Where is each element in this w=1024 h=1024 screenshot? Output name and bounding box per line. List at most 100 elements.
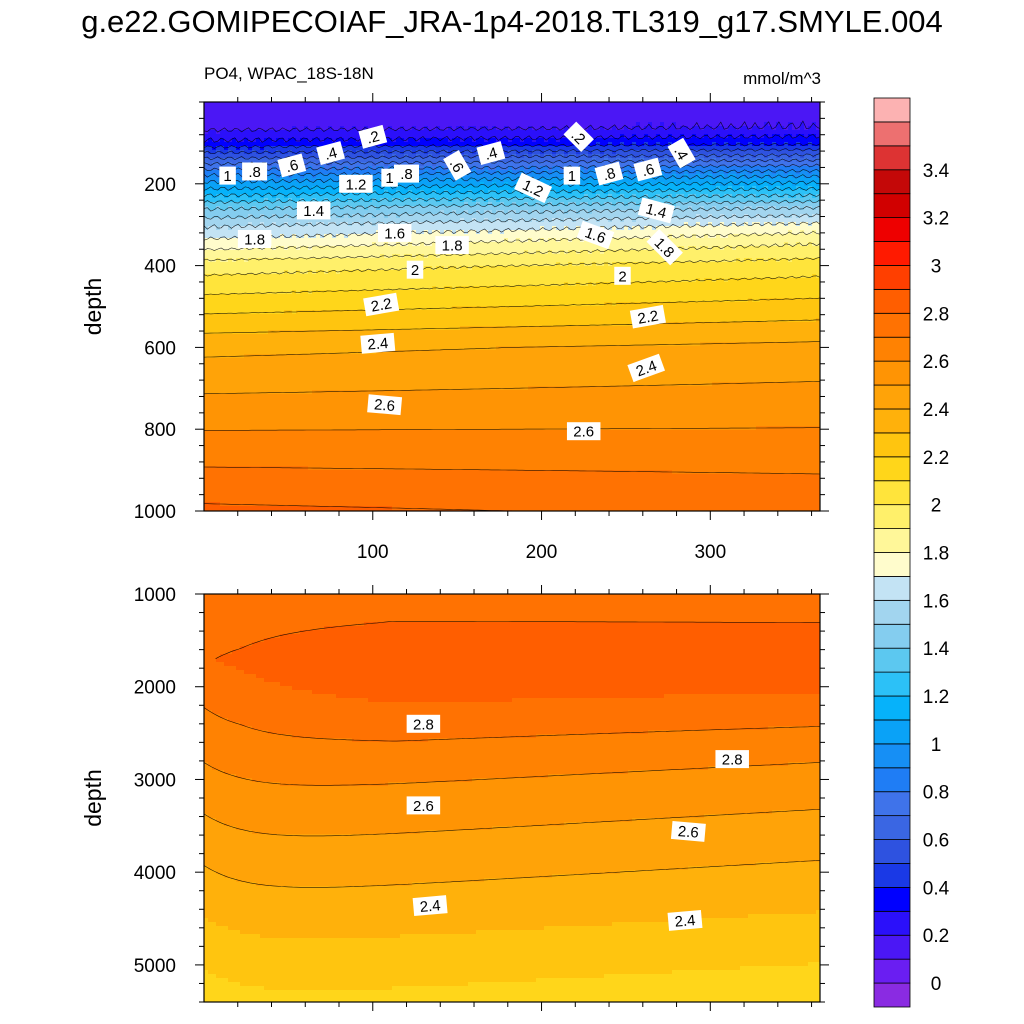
lower-contour-label: 2.6	[670, 820, 706, 842]
colorbar-label: 2.4	[923, 400, 950, 421]
colorbar-label: 0.6	[923, 831, 949, 852]
colorbar-label: 2.6	[923, 352, 949, 373]
upper-contour-label: .4	[316, 141, 346, 166]
colorbar: 3.4 3.2 3 2.8 2.6 2.4 2.2 2 1.8 1.6 1.4 1.2 1 0.8 0.6 0…	[873, 97, 950, 1008]
colorbar-label: 1.2	[923, 687, 949, 708]
colorbar-swatch	[873, 767, 911, 793]
colorbar-swatch	[873, 647, 911, 673]
upper-contour-label: 1.8	[237, 230, 272, 249]
colorbar-swatch	[873, 312, 911, 338]
colorbar-label: 0.8	[923, 783, 949, 804]
colorbar-swatch	[873, 265, 911, 290]
y-tick-label: 400	[144, 257, 176, 278]
x-tick-label: 100	[357, 542, 389, 563]
colorbar-swatch	[873, 360, 911, 386]
colorbar-label: 3	[931, 256, 942, 277]
y-tick-label: 2000	[134, 678, 176, 699]
colorbar-swatch	[873, 815, 911, 840]
y-tick-label: 800	[144, 420, 176, 441]
upper-contour-lines	[204, 120, 820, 511]
colorbar-label: 2.8	[923, 304, 949, 325]
colorbar-label: 0.2	[923, 926, 949, 947]
colorbar-swatch	[873, 145, 911, 171]
x-tick-label: 300	[694, 542, 726, 563]
upper-contour-label: 1.4	[296, 201, 331, 220]
upper-contour-fills	[204, 102, 820, 511]
colorbar-swatch	[873, 695, 911, 721]
colorbar-swatch	[873, 671, 911, 697]
upper-contour-label: .8	[394, 164, 419, 183]
colorbar-swatch	[873, 456, 911, 482]
upper-contour-label: 2.6	[367, 394, 403, 416]
lower-contour-label: 2.8	[715, 750, 749, 769]
colorbar-label: 0	[931, 974, 942, 995]
y-tick-label: 1000	[134, 585, 176, 606]
upper-contour-label: 2	[406, 260, 424, 279]
upper-contour-label: 1	[563, 166, 581, 185]
upper-panel-y-axis-label: depth	[80, 278, 106, 336]
lower-contour-fills	[204, 594, 820, 1002]
upper-contour-label: .2	[358, 124, 388, 149]
colorbar-swatch	[873, 552, 911, 577]
upper-contour-label: 2.4	[627, 353, 666, 383]
colorbar-swatch	[873, 743, 911, 769]
variable-region-label: PO4, WPAC_18S-18N	[204, 64, 374, 84]
lower-contour-labels: 2.8 2.8 2.6 2.6 2.4 2.4	[406, 714, 749, 931]
colorbar-swatch	[873, 576, 911, 601]
colorbar-swatch	[873, 958, 911, 984]
colorbar-label: 0.4	[923, 878, 950, 899]
colorbar-label: 1	[931, 735, 942, 756]
upper-contour-label: 2.6	[566, 422, 601, 441]
lower-contour-label: 2.6	[406, 796, 441, 815]
lower-panel-y-axis-label: depth	[80, 769, 106, 827]
colorbar-swatch	[873, 504, 911, 529]
colorbar-label: 1.8	[923, 544, 949, 565]
colorbar-swatch	[873, 480, 911, 506]
upper-contour-label: 1.2	[339, 174, 373, 193]
colorbar-swatch	[873, 623, 911, 649]
colorbar-swatch	[873, 934, 911, 960]
upper-contour-label: .8	[242, 162, 268, 181]
lower-contour-label: 2.4	[412, 895, 448, 917]
colorbar-swatch	[873, 121, 911, 147]
colorbar-swatch	[873, 719, 911, 745]
upper-contour-label: 1.6	[377, 223, 412, 242]
colorbar-label: 2.2	[923, 448, 949, 469]
colorbar-swatch	[873, 241, 911, 266]
colorbar-swatch	[873, 288, 911, 314]
colorbar-label: 3.2	[923, 209, 949, 230]
colorbar-swatch	[873, 169, 911, 195]
units-label: mmol/m^3	[743, 69, 821, 89]
y-tick-label: 1000	[134, 502, 176, 523]
colorbar-swatch	[873, 599, 911, 625]
axes: 100 200 300 200 400 600 800 1000 depth 1000 2000 30…	[80, 93, 829, 1011]
upper-contour-label: 1.8	[435, 236, 469, 255]
colorbar-swatch	[873, 839, 911, 864]
colorbar-swatch	[873, 384, 911, 410]
upper-contour-labels: .2.2.4.4.4.6.6.6.8.8.81 1 11.2 1.21.4 1.41.6…	[219, 121, 696, 441]
lower-contour-label: 2.4	[667, 909, 703, 931]
lower-contour-label: 2.8	[406, 714, 441, 733]
colorbar-label: 3.4	[923, 161, 950, 182]
upper-contour-label: .6	[633, 157, 663, 182]
colorbar-swatch	[873, 982, 911, 1008]
y-tick-label: 200	[144, 175, 176, 196]
upper-contour-label: 1	[381, 168, 398, 187]
upper-contour-label: .6	[443, 150, 472, 181]
colorbar-swatch	[873, 193, 911, 219]
y-tick-label: 600	[144, 338, 176, 359]
colorbar-label: 2	[931, 496, 942, 517]
upper-panel-frame	[203, 101, 821, 512]
colorbar-swatch	[873, 528, 911, 553]
upper-contour-label: 2.2	[629, 304, 666, 329]
colorbar-swatch	[873, 791, 911, 817]
upper-contour-label: 2	[614, 266, 631, 285]
upper-contour-label: 1.6	[576, 220, 615, 250]
colorbar-swatch	[873, 408, 911, 434]
upper-contour-label: 1.4	[637, 197, 675, 224]
y-tick-label: 4000	[134, 863, 176, 884]
x-tick-label: 200	[526, 542, 558, 563]
colorbar-label: 1.4	[923, 639, 950, 660]
colorbar-swatch	[873, 863, 911, 888]
